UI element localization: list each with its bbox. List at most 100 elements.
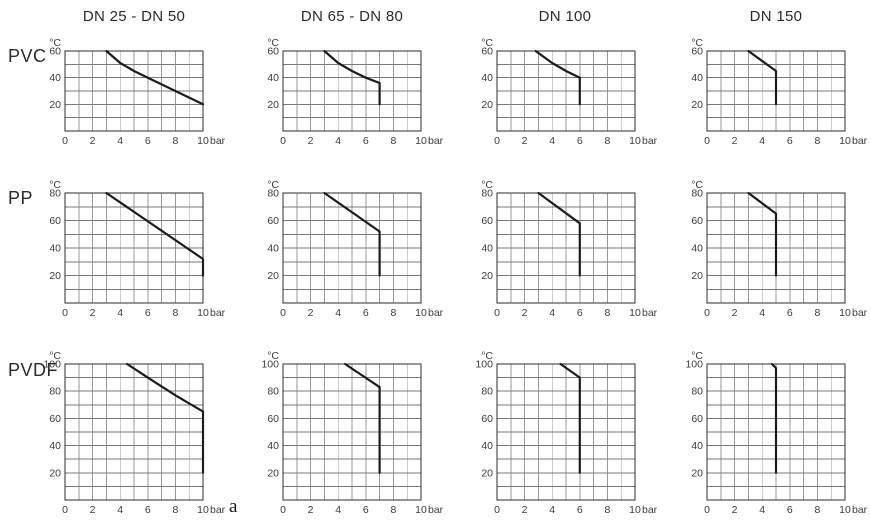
svg-text:4: 4 [549,504,555,516]
svg-text:10: 10 [197,504,209,516]
svg-text:60: 60 [481,46,493,58]
svg-text:4: 4 [549,307,555,319]
svg-text:40: 40 [49,440,61,452]
svg-text:60: 60 [691,413,703,425]
column-header-dn65-dn80: DN 65 - DN 80 [300,8,404,25]
svg-text:8: 8 [390,504,396,516]
svg-text:4: 4 [759,135,765,147]
svg-text:40: 40 [49,243,61,255]
svg-text:100: 100 [43,359,61,371]
svg-text:bar: bar [852,504,868,516]
row-label-pp: PP [8,188,34,208]
figure-label-a: a [229,496,238,517]
svg-text:6: 6 [145,135,151,147]
svg-text:0: 0 [494,135,500,147]
svg-text:6: 6 [363,135,369,147]
svg-text:8: 8 [604,504,610,516]
svg-text:6: 6 [363,504,369,516]
svg-text:2: 2 [522,135,528,147]
svg-text:2: 2 [732,307,738,319]
svg-text:2: 2 [90,135,96,147]
svg-text:60: 60 [267,215,279,227]
svg-text:60: 60 [481,215,493,227]
svg-text:80: 80 [481,188,493,200]
svg-text:10: 10 [197,135,209,147]
svg-text:°C: °C [481,37,493,49]
svg-text:20: 20 [267,270,279,282]
svg-text:20: 20 [267,467,279,479]
svg-text:60: 60 [49,46,61,58]
svg-text:°C: °C [267,179,279,191]
svg-text:80: 80 [481,386,493,398]
svg-text:bar: bar [428,307,444,319]
svg-text:2: 2 [308,307,314,319]
svg-text:0: 0 [280,135,286,147]
svg-text:6: 6 [577,135,583,147]
svg-text:°C: °C [691,350,703,362]
svg-text:80: 80 [691,386,703,398]
svg-text:8: 8 [172,307,178,319]
svg-text:6: 6 [577,307,583,319]
svg-text:bar: bar [642,504,658,516]
svg-text:10: 10 [415,504,427,516]
chart-pp-dn25-dn50: °C 20 40 60 80 0 2 4 6 8 10 bar [49,179,226,319]
svg-text:bar: bar [210,307,226,319]
svg-text:20: 20 [49,99,61,111]
svg-text:°C: °C [49,179,61,191]
svg-text:0: 0 [62,504,68,516]
svg-text:20: 20 [481,270,493,282]
svg-text:4: 4 [759,307,765,319]
svg-text:4: 4 [335,504,341,516]
svg-text:20: 20 [481,467,493,479]
svg-text:40: 40 [691,243,703,255]
svg-text:4: 4 [759,504,765,516]
svg-text:10: 10 [839,307,851,319]
svg-text:6: 6 [363,307,369,319]
svg-text:40: 40 [691,72,703,84]
svg-text:60: 60 [691,215,703,227]
svg-text:8: 8 [814,307,820,319]
svg-text:10: 10 [839,135,851,147]
svg-text:4: 4 [335,135,341,147]
svg-text:bar: bar [642,307,658,319]
chart-pvc-dn150: °C 20 40 60 0 2 4 6 8 10 bar [691,37,867,147]
svg-text:6: 6 [145,307,151,319]
chart-pvdf-dn100: °C 20 40 60 80 100 0 2 4 6 8 10 bar [475,350,658,516]
svg-text:6: 6 [577,504,583,516]
svg-text:60: 60 [49,215,61,227]
svg-text:0: 0 [494,504,500,516]
svg-text:2: 2 [732,135,738,147]
chart-pp-dn150: °C 20 40 60 80 0 2 4 6 8 10 bar [691,179,867,319]
svg-text:10: 10 [629,135,641,147]
chart-pvc-dn25-dn50: °C 20 40 60 0 2 4 6 8 10 bar [49,37,225,147]
svg-text:0: 0 [62,307,68,319]
chart-pvdf-dn65-dn80: °C 20 40 60 80 100 0 2 4 6 8 10 bar [261,350,443,516]
svg-text:80: 80 [691,188,703,200]
svg-text:4: 4 [117,307,123,319]
svg-text:80: 80 [267,188,279,200]
svg-text:80: 80 [49,188,61,200]
svg-text:0: 0 [280,307,286,319]
svg-text:40: 40 [267,72,279,84]
chart-pvc-dn100: °C 20 40 60 0 2 4 6 8 10 bar [481,37,657,147]
chart-pvdf-dn150: °C 20 40 60 80 100 0 2 4 6 8 10 bar [685,350,868,516]
svg-text:40: 40 [481,440,493,452]
svg-text:2: 2 [90,504,96,516]
row-label-pvc: PVC [8,46,47,66]
chart-pp-dn100: °C 20 40 60 80 0 2 4 6 8 10 bar [481,179,658,319]
svg-text:20: 20 [691,467,703,479]
svg-text:10: 10 [839,504,851,516]
svg-text:°C: °C [481,179,493,191]
svg-text:8: 8 [172,135,178,147]
svg-text:0: 0 [704,504,710,516]
svg-text:60: 60 [267,413,279,425]
svg-text:20: 20 [267,99,279,111]
svg-text:°C: °C [267,350,279,362]
svg-text:°C: °C [267,37,279,49]
svg-text:60: 60 [49,413,61,425]
svg-text:100: 100 [685,359,703,371]
svg-text:2: 2 [308,135,314,147]
column-header-dn25-dn50: DN 25 - DN 50 [82,8,186,25]
svg-text:8: 8 [390,135,396,147]
